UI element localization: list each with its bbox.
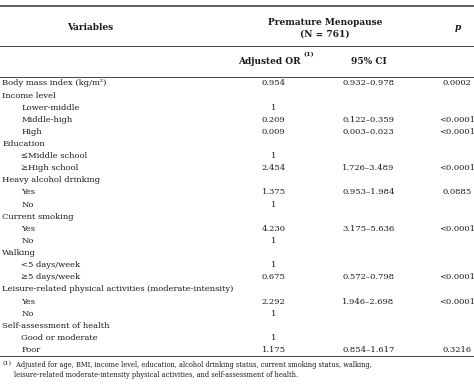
- Text: No: No: [21, 200, 34, 209]
- Text: Middle-high: Middle-high: [21, 116, 73, 124]
- Text: 0.0002: 0.0002: [443, 79, 472, 87]
- Text: 3.175–5.636: 3.175–5.636: [342, 225, 395, 233]
- Text: Body mass index (kg/m²): Body mass index (kg/m²): [2, 79, 107, 87]
- Text: 4.230: 4.230: [262, 225, 286, 233]
- Text: <0.0001: <0.0001: [439, 164, 474, 172]
- Text: No: No: [21, 310, 34, 318]
- Text: Premature Menopause: Premature Menopause: [267, 18, 382, 27]
- Text: Yes: Yes: [21, 188, 36, 197]
- Text: High: High: [21, 128, 42, 136]
- Text: 1: 1: [271, 261, 276, 269]
- Text: 0.954: 0.954: [262, 79, 286, 87]
- Text: ≥5 days/week: ≥5 days/week: [21, 273, 81, 281]
- Text: 0.854–1.617: 0.854–1.617: [342, 346, 395, 354]
- Text: 1: 1: [271, 334, 276, 342]
- Text: <0.0001: <0.0001: [439, 298, 474, 305]
- Text: (1): (1): [303, 51, 314, 57]
- Text: ≥High school: ≥High school: [21, 164, 79, 172]
- Text: ≤Middle school: ≤Middle school: [21, 152, 88, 160]
- Text: 1.375: 1.375: [262, 188, 286, 197]
- Text: (1): (1): [2, 361, 11, 366]
- Text: <0.0001: <0.0001: [439, 128, 474, 136]
- Text: 1: 1: [271, 152, 276, 160]
- Text: 0.675: 0.675: [262, 273, 286, 281]
- Text: Poor: Poor: [21, 346, 41, 354]
- Text: 2.454: 2.454: [262, 164, 286, 172]
- Text: 1: 1: [271, 104, 276, 112]
- Text: 0.0885: 0.0885: [443, 188, 472, 197]
- Text: 1: 1: [271, 310, 276, 318]
- Text: 0.209: 0.209: [262, 116, 286, 124]
- Text: <0.0001: <0.0001: [439, 273, 474, 281]
- Text: Adjusted OR: Adjusted OR: [238, 57, 304, 66]
- Text: No: No: [21, 237, 34, 245]
- Text: 0.3216: 0.3216: [443, 346, 472, 354]
- Text: Walking: Walking: [2, 249, 36, 257]
- Text: Current smoking: Current smoking: [2, 213, 74, 221]
- Text: Adjusted for age, BMI, income level, education, alcohol drinking status, current: Adjusted for age, BMI, income level, edu…: [14, 361, 372, 379]
- Text: 0.572–0.798: 0.572–0.798: [343, 273, 394, 281]
- Text: 1: 1: [271, 237, 276, 245]
- Text: 0.003–0.023: 0.003–0.023: [343, 128, 394, 136]
- Text: Heavy alcohol drinking: Heavy alcohol drinking: [2, 176, 100, 184]
- Text: Yes: Yes: [21, 225, 36, 233]
- Text: <0.0001: <0.0001: [439, 116, 474, 124]
- Text: 0.953–1.984: 0.953–1.984: [342, 188, 395, 197]
- Text: Yes: Yes: [21, 298, 36, 305]
- Text: 1.726–3.489: 1.726–3.489: [342, 164, 395, 172]
- Text: 1.946–2.698: 1.946–2.698: [342, 298, 395, 305]
- Text: p: p: [454, 22, 461, 32]
- Text: Self-assessment of health: Self-assessment of health: [2, 322, 110, 330]
- Text: Lower-middle: Lower-middle: [21, 104, 80, 112]
- Text: 1.175: 1.175: [262, 346, 286, 354]
- Text: <0.0001: <0.0001: [439, 225, 474, 233]
- Text: 2.292: 2.292: [262, 298, 286, 305]
- Text: 95% CI: 95% CI: [351, 57, 386, 66]
- Text: (N = 761): (N = 761): [300, 29, 349, 39]
- Text: 0.009: 0.009: [262, 128, 286, 136]
- Text: Education: Education: [2, 140, 45, 148]
- Text: Variables: Variables: [67, 22, 113, 32]
- Text: Leisure-related physical activities (moderate-intensity): Leisure-related physical activities (mod…: [2, 285, 234, 293]
- Text: 1: 1: [271, 200, 276, 209]
- Text: 0.122–0.359: 0.122–0.359: [343, 116, 394, 124]
- Text: Income level: Income level: [2, 92, 56, 99]
- Text: 0.932–0.978: 0.932–0.978: [343, 79, 394, 87]
- Text: <5 days/week: <5 days/week: [21, 261, 81, 269]
- Text: Good or moderate: Good or moderate: [21, 334, 98, 342]
